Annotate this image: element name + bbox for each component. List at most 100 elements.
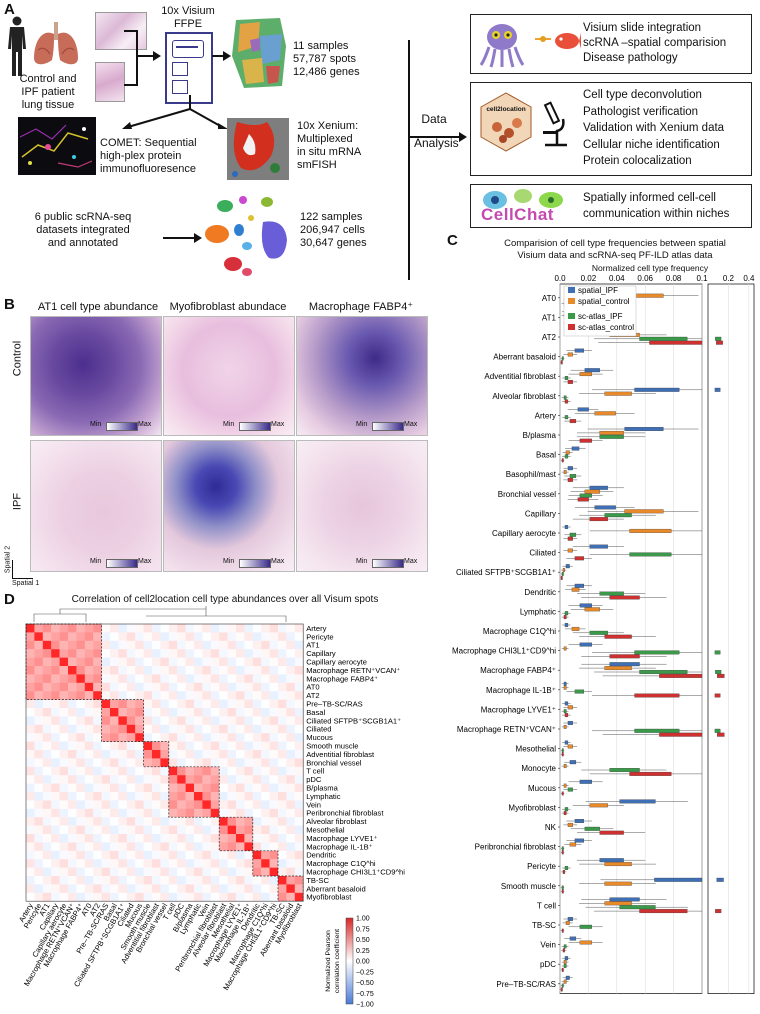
d-heatmap-cell [51, 834, 60, 843]
d-heatmap-cell [126, 632, 136, 641]
d-heatmap-cell [118, 724, 127, 734]
c-box [619, 905, 656, 910]
d-row-label: Adventitial fibroblast [306, 750, 375, 759]
d-colorbar-tick: −0.25 [356, 969, 374, 976]
arrow-to-umap [163, 237, 197, 239]
d-heatmap-cell [278, 708, 287, 717]
d-row-label: Capillary [306, 649, 336, 658]
d-heatmap-cell [68, 783, 77, 793]
d-heatmap-cell [219, 876, 228, 885]
d-heatmap-cell [261, 640, 270, 650]
d-heatmap-cell [76, 842, 85, 851]
d-heatmap-cell [143, 657, 153, 667]
d-heatmap-cell [194, 800, 203, 809]
d-heatmap-cell [227, 808, 237, 818]
d-heatmap-cell [160, 842, 169, 851]
d-heatmap-cell [76, 649, 85, 658]
c-box [571, 587, 580, 592]
d-row-label: Artery [306, 624, 326, 633]
d-heatmap-cell [160, 691, 169, 700]
c-tick-label: 0.2 [723, 274, 735, 283]
d-heatmap-cell [202, 640, 211, 650]
d-heatmap-cell [84, 850, 94, 860]
d-heatmap-cell [202, 750, 211, 759]
d-heatmap-cell [160, 775, 169, 784]
d-row-label: Myofibroblast [306, 893, 352, 902]
c-category-label: Ciliated SFTPB⁺SCGB1A1⁺ [456, 568, 556, 577]
d-heatmap-cell [126, 716, 136, 725]
d-heatmap-cell [219, 624, 228, 633]
panel-d-label: D [4, 591, 15, 608]
d-heatmap-cell [126, 733, 136, 742]
d-heatmap-cell [84, 724, 94, 734]
c-category-label: AT0 [542, 294, 557, 303]
d-heatmap-cell [185, 699, 195, 709]
d-heatmap-cell [294, 892, 304, 902]
d-heatmap-cell [51, 733, 60, 742]
d-heatmap-cell [160, 666, 169, 675]
d-heatmap-cell [42, 792, 52, 801]
d-heatmap-cell [126, 834, 136, 843]
d-heatmap-cell [59, 842, 69, 851]
d-heatmap-cell [68, 708, 77, 717]
d-heatmap-cell [101, 724, 111, 734]
d-heatmap-cell [278, 691, 287, 700]
d-heatmap-cell [68, 867, 77, 877]
d-heatmap-cell [194, 674, 203, 683]
d-row-label: Macrophage LYVE1⁺ [306, 834, 377, 843]
d-heatmap-cell [68, 834, 77, 843]
d-heatmap-cell [126, 884, 136, 893]
d-heatmap-cell [219, 800, 228, 809]
d-heatmap-cell [26, 884, 35, 893]
d-heatmap-cell [202, 632, 211, 641]
d-heatmap-cell [93, 716, 102, 725]
d-heatmap-cell [160, 892, 169, 902]
d-heatmap-cell [118, 758, 127, 767]
d-heatmap-cell [51, 640, 60, 650]
c-box [564, 740, 569, 745]
d-heatmap-cell [227, 624, 237, 633]
d-heatmap-cell [84, 708, 94, 717]
d-heatmap-cell [26, 624, 35, 633]
d-heatmap-cell [210, 708, 220, 717]
c-category-label: Capillary aerocyte [492, 529, 557, 538]
d-heatmap-cell [194, 624, 203, 633]
d-heatmap-cell [59, 876, 69, 885]
d-heatmap-cell [93, 884, 102, 893]
d-heatmap-cell [185, 716, 195, 725]
d-heatmap-cell [143, 716, 153, 725]
d-heatmap-cell [269, 783, 279, 793]
c-box [604, 881, 632, 886]
c-box [579, 493, 592, 498]
d-heatmap-cell [269, 657, 279, 667]
d-heatmap-cell [152, 867, 161, 877]
d-heatmap-cell [219, 741, 228, 751]
d-heatmap-cell [143, 859, 153, 868]
c-box [609, 662, 640, 667]
d-heatmap-cell [210, 867, 220, 877]
c-box [609, 897, 640, 902]
d-heatmap-cell [294, 783, 304, 793]
c-box [659, 732, 703, 737]
d-heatmap-cell [286, 876, 295, 885]
d-heatmap-cell [177, 682, 186, 692]
c-box [564, 454, 569, 459]
d-heatmap-cell [110, 884, 119, 893]
d-heatmap-cell [42, 859, 52, 868]
d-heatmap-cell [278, 825, 287, 835]
d-heatmap-cell [101, 691, 111, 700]
d-heatmap-cell [76, 834, 85, 843]
d-heatmap-cell [269, 766, 279, 776]
d-heatmap-cell [286, 800, 295, 809]
d-heatmap-cell [294, 624, 304, 633]
d-heatmap-cell [42, 750, 52, 759]
d-heatmap-cell [168, 817, 178, 826]
d-heatmap-cell [202, 708, 211, 717]
b-scale-6: Min Max [356, 557, 424, 569]
d-heatmap-cell [286, 758, 295, 767]
d-heatmap-cell [177, 741, 186, 751]
d-heatmap-cell [110, 850, 119, 860]
d-heatmap-cell [51, 649, 60, 658]
d-heatmap-cell [110, 825, 119, 835]
c-box [574, 348, 585, 353]
